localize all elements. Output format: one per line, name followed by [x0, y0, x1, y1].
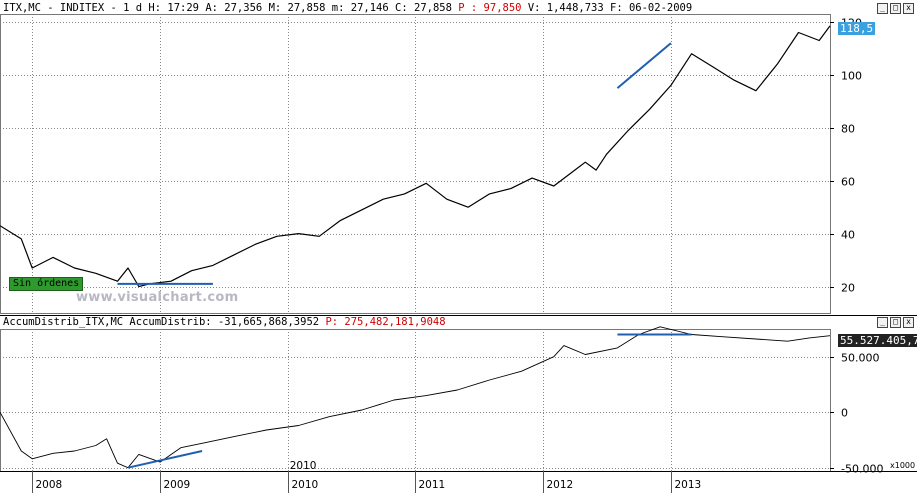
close-button[interactable]: x [903, 3, 914, 14]
price-header: ITX,MC - INDITEX - 1 d H: 17:29 A: 27,35… [3, 2, 692, 14]
ad-y-tick-label: 0 [841, 407, 848, 420]
ad-y-tick-label: -50.000 [841, 463, 883, 476]
header-symbol: ITX,MC - INDITEX - [3, 2, 117, 14]
price-y-tick-label: 40 [841, 229, 855, 242]
trendlines [117, 42, 692, 469]
price-line [0, 25, 831, 288]
ad-header: AccumDistrib_ITX,MC AccumDistrib: -31,66… [3, 316, 446, 328]
price-y-tick-label: 60 [841, 176, 855, 189]
x-tick-label: 2013 [675, 479, 702, 491]
x1000-label: x1000 [890, 461, 916, 470]
header-volume: V: 1,448,733 [527, 2, 604, 14]
header-hour: H: 17:29 [148, 2, 199, 14]
x-tick-label: 2008 [36, 479, 63, 491]
grid [0, 14, 830, 471]
price-y-tick-label: 100 [841, 70, 862, 83]
ad-header-name: AccumDistrib_ITX,MC AccumDistrib: [3, 316, 212, 328]
header-high: M: 27,858 [268, 2, 326, 14]
header-p: P : 97,850 [458, 2, 522, 14]
maximize-button[interactable]: □ [890, 3, 901, 14]
ad-y-tick-label: 50.000 [841, 352, 880, 365]
header-low: m: 27,146 [331, 2, 389, 14]
ad-minimize-button[interactable]: _ [877, 317, 888, 328]
tick-labels: 2008 2009 2010 2011 2012 2013 2010 20 40 60 80 100 1… [36, 17, 884, 492]
price-y-tick-label: 20 [841, 282, 855, 295]
axes [0, 14, 917, 493]
ad-tag: 55.527.405,79 [838, 334, 917, 347]
ad-line [0, 326, 831, 469]
watermark: www.visualchart.com [76, 290, 239, 305]
header-open: A: 27,356 [205, 2, 263, 14]
x-tick-label: 2009 [164, 479, 191, 491]
price-y-tick-label: 80 [841, 123, 855, 136]
header-interval: 1 d [123, 2, 143, 14]
price-tag: 118,5 [838, 22, 876, 35]
x-tick-label: 2012 [547, 479, 574, 491]
price-trendline [616, 42, 672, 89]
x-annotation: 2010 [290, 460, 317, 472]
minimize-button[interactable]: _ [877, 3, 888, 14]
series [0, 25, 831, 469]
header-close: C: 27,858 [395, 2, 452, 14]
header-date: F: 06-02-2009 [610, 2, 693, 14]
sin-ordenes-badge[interactable]: Sin órdenes [9, 277, 84, 291]
ad-header-value: -31,665,868,3952 [217, 316, 320, 328]
ad-maximize-button[interactable]: □ [890, 317, 901, 328]
x-tick-label: 2011 [419, 479, 446, 491]
ad-close-button[interactable]: x [903, 317, 914, 328]
price-panel-frame [0, 14, 831, 314]
ad-trendline [127, 450, 203, 469]
x-tick-label: 2010 [292, 479, 319, 491]
ad-header-p: P: 275,482,181,9048 [325, 316, 446, 328]
